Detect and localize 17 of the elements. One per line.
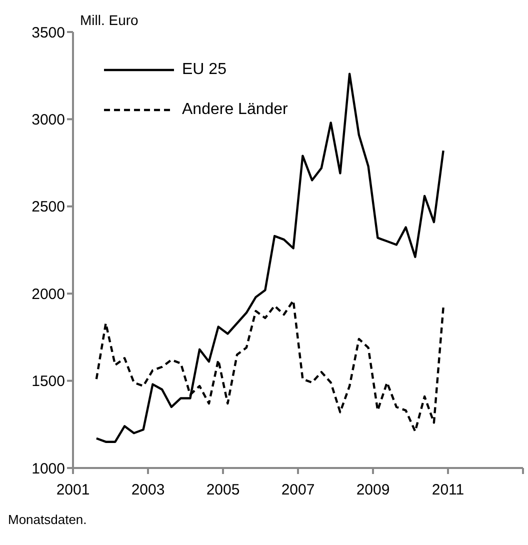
y-tick-label: 2500 [32,198,65,216]
y-tick-label: 1000 [32,460,65,478]
legend-label: EU 25 [182,61,226,79]
legend-label: Andere Länder [182,101,288,119]
y-tick-label: 3500 [32,24,65,42]
x-tick-label: 2007 [281,482,315,499]
x-tick-label: 2003 [131,482,165,499]
x-tick-label: 2011 [432,482,464,499]
line-series [95,72,444,443]
y-tick-label: 2000 [32,286,65,303]
y-axis-title: Mill. Euro [80,12,138,28]
x-tick-label: 2009 [356,482,390,499]
x-tick-label: 2001 [56,482,90,499]
x-tick-label: 2005 [206,482,240,499]
y-tick-label: 1500 [32,373,65,390]
text: Monatsdaten. [8,512,87,527]
y-tick-label: 3000 [32,112,65,129]
